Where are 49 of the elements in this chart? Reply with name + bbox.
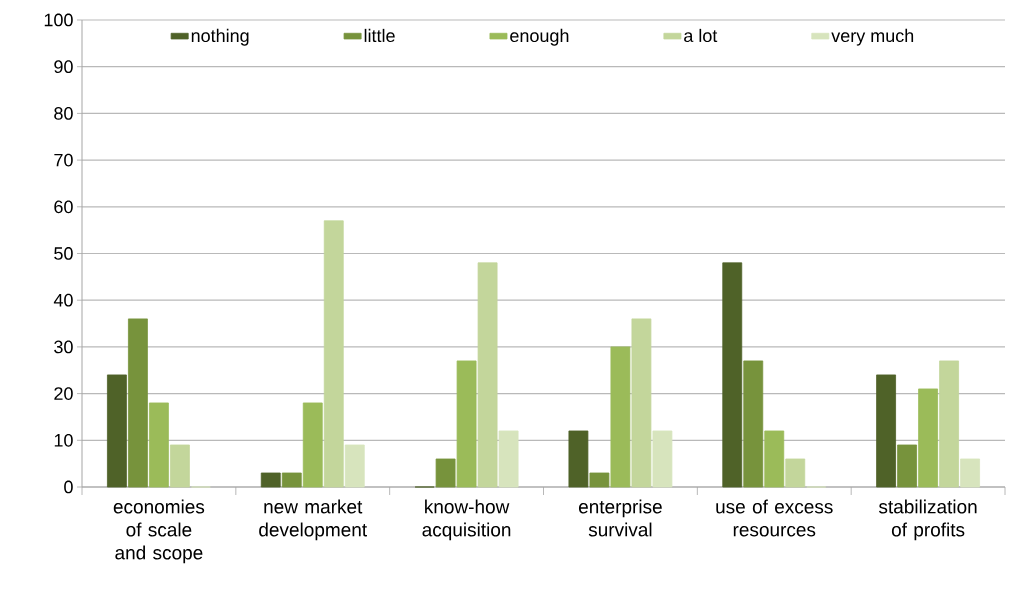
bar [960,458,980,488]
y-tick-label: 0 [64,480,73,494]
bar [897,444,917,488]
y-tick-label: 70 [54,153,73,167]
bar [568,430,589,488]
bar [743,360,764,488]
y-tick-label: 100 [44,13,73,27]
bar [876,374,896,488]
bar [149,402,169,488]
bar [589,472,610,488]
y-tick-label: 90 [54,60,73,74]
bar [498,430,519,488]
y-tick-label: 50 [54,247,73,260]
y-tick-label: 80 [54,107,73,120]
bar [631,318,652,488]
y-tick-label: 60 [54,200,73,214]
y-tick-label: 30 [54,340,73,354]
bar [939,360,959,488]
bar [722,262,743,488]
bar [477,262,498,488]
y-tick-label: 20 [54,387,73,400]
bar [302,402,323,488]
x-tick-label: use of excess resources [716,499,833,537]
legend-label: little [364,28,395,43]
x-tick-label: economies of scale and scope [113,499,205,564]
y-tick-label: 40 [53,293,73,307]
legend-label: a lot [684,28,718,43]
x-tick-label: enterprise survival [578,499,662,537]
x-tick-label: new market development [259,499,367,541]
bar [281,472,302,488]
legend-label: very much [831,28,914,46]
bar [107,374,127,488]
legend-label: nothing [191,28,249,46]
bar [610,346,631,488]
bar [435,458,456,488]
bar [170,444,190,488]
bar [918,388,938,488]
legend-label: enough [510,28,569,46]
y-tick-label: 10 [54,433,73,447]
bar [652,430,673,488]
bar [323,220,344,488]
x-tick-label: stabilization of profits [878,499,977,541]
bar [764,430,785,488]
bar [785,458,806,488]
bar [128,318,148,488]
bar [260,472,281,488]
bar [456,360,477,488]
bar [344,444,365,488]
x-tick-label: know-how acquisition [422,499,511,541]
